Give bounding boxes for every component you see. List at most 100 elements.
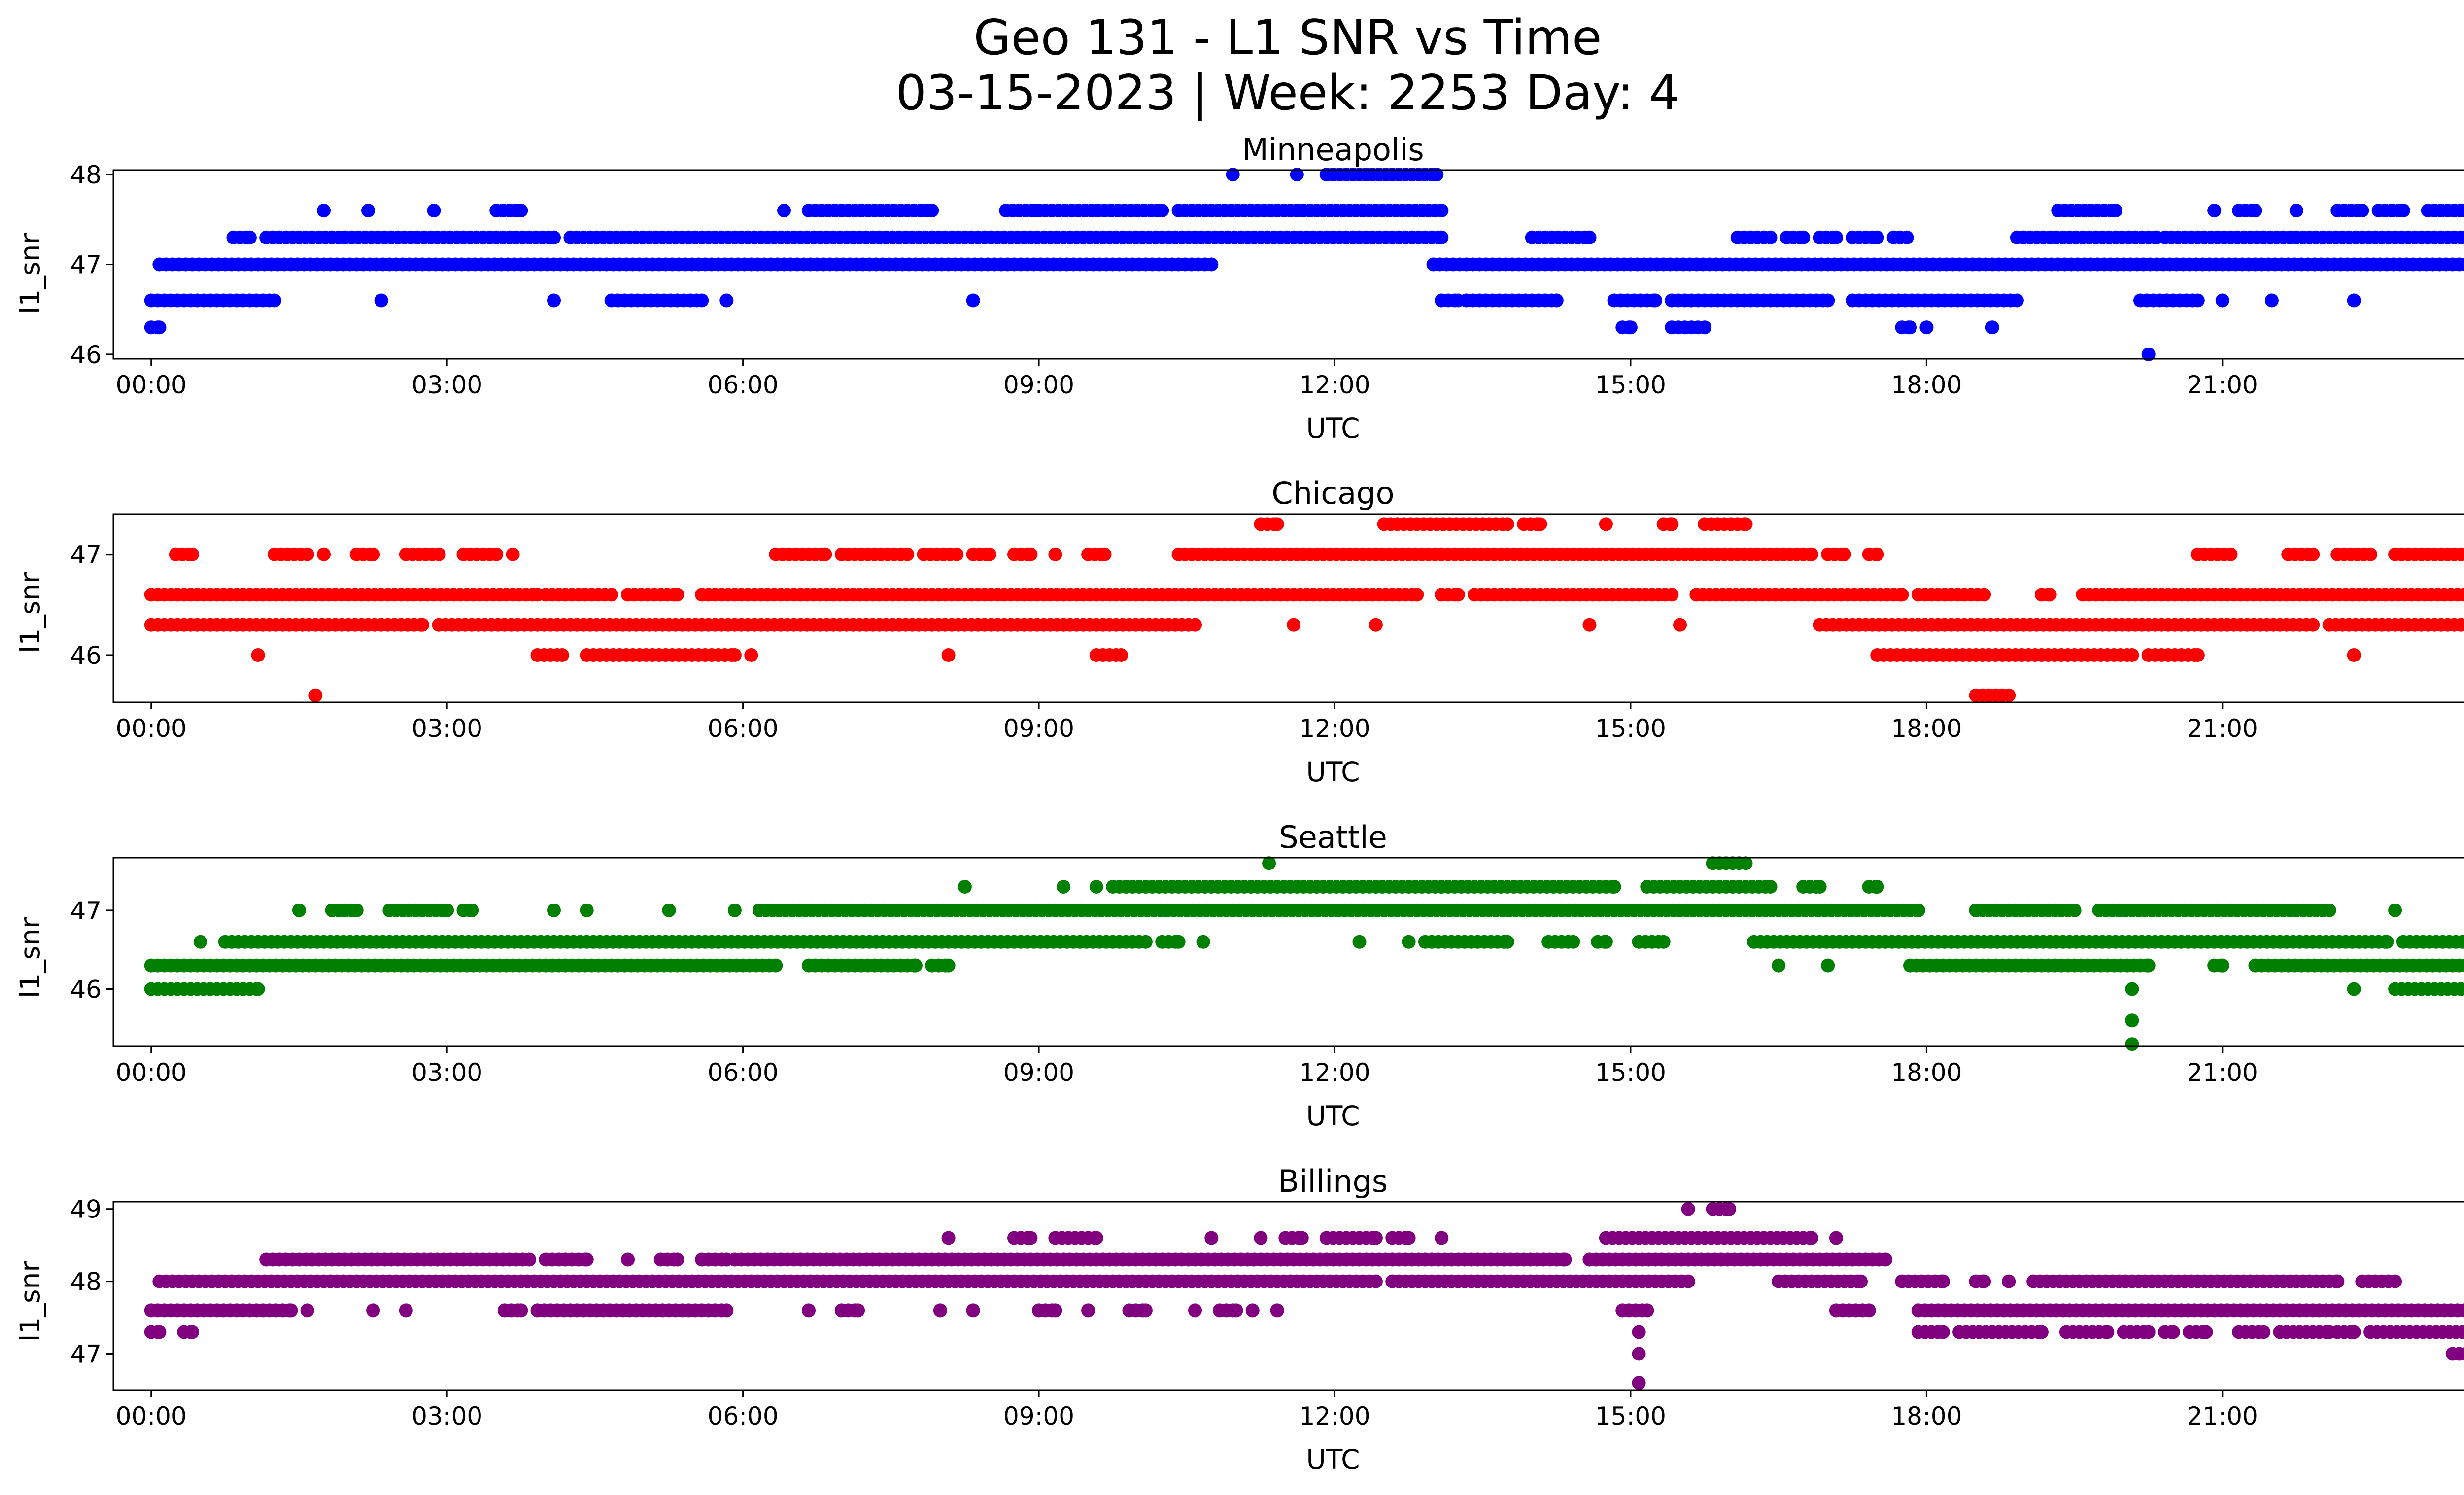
data-point <box>349 903 364 917</box>
data-point <box>427 204 441 218</box>
data-point <box>983 547 996 561</box>
data-point <box>1369 1231 1383 1245</box>
axes-frame <box>112 1201 2464 1391</box>
data-point <box>2248 204 2262 218</box>
x-tick-label: 12:00 <box>1299 714 1370 743</box>
figure-title-line-1: Geo 131 - L1 SNR vs Time <box>974 10 1602 66</box>
level-series <box>1254 517 1753 531</box>
data-point <box>2215 293 2229 308</box>
subplot-chicago: Chicago UTC l1_snr <box>14 475 1395 788</box>
x-tick-label: 18:00 <box>1891 371 1962 399</box>
data-point <box>152 1325 167 1339</box>
x-axis-label: UTC <box>1306 1444 1360 1475</box>
data-point <box>2224 547 2238 561</box>
data-point <box>1229 1303 1243 1318</box>
data-point <box>1977 1274 1991 1288</box>
data-point <box>1138 1303 1153 1318</box>
level-series <box>144 1303 2464 1318</box>
level-series <box>144 982 2464 996</box>
x-tick-label: 03:00 <box>411 371 482 399</box>
plot-area: 00:00 03:00 06:00 09:00 12:00 15:00 18:00 21:00… <box>70 513 2464 743</box>
data-point <box>925 204 939 218</box>
data-point <box>2010 293 2024 308</box>
data-point <box>366 1303 380 1318</box>
data-point <box>818 547 832 561</box>
data-point <box>2459 257 2464 272</box>
scatter-points <box>144 168 2464 361</box>
data-point <box>621 1252 635 1267</box>
data-point <box>1114 648 1128 662</box>
plot-area: 00:00 03:00 06:00 09:00 12:00 15:00 18:00 21:00… <box>70 161 2464 399</box>
data-point <box>2459 1347 2464 1361</box>
data-point <box>1226 168 1240 182</box>
data-point <box>1854 1274 1868 1288</box>
data-point <box>2002 1274 2016 1288</box>
data-point <box>1262 856 1276 870</box>
level-series <box>1632 1347 2464 1361</box>
level-series <box>1632 1376 1646 1390</box>
data-point <box>1582 618 1597 632</box>
data-point <box>966 293 980 308</box>
data-point <box>695 293 709 308</box>
subplot-title: Seattle <box>1279 819 1387 855</box>
level-series <box>1226 168 1444 182</box>
data-point <box>2347 982 2361 996</box>
data-point <box>361 204 375 218</box>
data-point <box>604 588 618 602</box>
level-series <box>144 293 2361 308</box>
data-point <box>1895 588 1909 602</box>
data-point <box>1821 293 1835 308</box>
y-axis-label: l1_snr <box>14 572 46 653</box>
data-point <box>1290 168 1304 182</box>
data-point <box>1640 1303 1654 1318</box>
data-point <box>1558 1252 1572 1267</box>
data-point <box>1804 547 1818 561</box>
data-point <box>2264 293 2279 308</box>
data-point <box>1204 1231 1219 1245</box>
data-point <box>719 293 734 308</box>
data-point <box>415 618 430 632</box>
data-point <box>2207 204 2222 218</box>
data-point <box>465 903 479 917</box>
data-point <box>1900 230 1914 244</box>
x-tick-label: 00:00 <box>116 1058 187 1087</box>
data-point <box>1599 935 1613 949</box>
subplot-seattle: Seattle UTC l1_snr <box>14 819 1387 1132</box>
data-point <box>1977 588 1991 602</box>
level-series <box>193 935 2464 949</box>
data-point <box>1796 230 1811 244</box>
data-point <box>1739 856 1753 870</box>
data-point <box>292 903 306 917</box>
data-point <box>908 958 923 973</box>
data-point <box>1911 903 1925 917</box>
data-point <box>547 293 561 308</box>
subplot-title: Billings <box>1278 1163 1388 1199</box>
data-point <box>2363 547 2378 561</box>
data-point <box>1270 1303 1284 1318</box>
data-point <box>1402 1231 1416 1245</box>
data-point <box>2125 1013 2139 1028</box>
data-point <box>2125 982 2139 996</box>
level-series <box>169 547 2464 561</box>
data-point <box>2002 688 2016 702</box>
data-point <box>1533 517 1547 531</box>
y-tick-label: 47 <box>70 1340 102 1369</box>
data-point <box>1057 880 1071 894</box>
data-point <box>802 1303 816 1318</box>
data-point <box>1171 935 1186 949</box>
data-point <box>670 588 684 602</box>
x-tick-label: 21:00 <box>2187 1402 2258 1430</box>
x-tick-label: 06:00 <box>708 1058 779 1087</box>
data-point <box>1024 1231 1038 1245</box>
data-point <box>933 1303 947 1318</box>
data-point <box>1870 547 1884 561</box>
data-point <box>2460 231 2464 243</box>
data-point <box>1254 1231 1268 1245</box>
data-point <box>1188 618 1202 632</box>
data-point <box>1451 588 1465 602</box>
data-point <box>251 648 265 662</box>
data-point <box>777 204 791 218</box>
data-point <box>2347 293 2361 308</box>
data-point <box>670 1252 684 1267</box>
